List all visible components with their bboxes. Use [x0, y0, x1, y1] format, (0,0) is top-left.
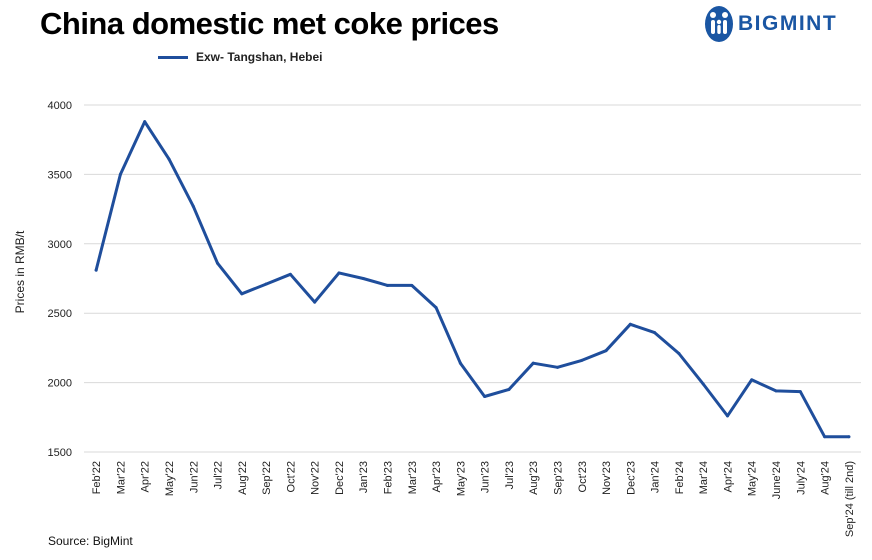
- data-point: [507, 388, 511, 392]
- x-tick-label: Jul'22: [213, 461, 225, 489]
- series-layer: [94, 120, 851, 439]
- data-point: [555, 365, 559, 369]
- data-point: [434, 306, 438, 310]
- chart-title: China domestic met coke prices: [40, 6, 499, 41]
- data-point: [677, 351, 681, 355]
- series-line: [94, 120, 851, 439]
- legend: Exw- Tangshan, Hebei: [158, 50, 322, 64]
- data-point: [288, 272, 292, 276]
- x-tick-label: July'24: [795, 461, 807, 495]
- data-point: [240, 292, 244, 296]
- data-point: [701, 382, 705, 386]
- data-point: [483, 394, 487, 398]
- data-point: [604, 349, 608, 353]
- data-point: [191, 204, 195, 208]
- y-axis-label: Prices in RMB/t: [13, 230, 27, 313]
- x-tick-label: Jun'22: [188, 461, 200, 493]
- data-point: [143, 120, 147, 124]
- legend-swatch: [158, 55, 188, 59]
- brand-name: BIGMINT: [738, 12, 838, 35]
- data-point: [580, 358, 584, 362]
- x-tick-label: Oct'23: [577, 461, 589, 492]
- data-point: [118, 172, 122, 176]
- legend-label: Exw- Tangshan, Hebei: [196, 50, 323, 64]
- x-tick-label: Apr'23: [431, 461, 443, 492]
- x-axis-ticks: Feb'22 Mar'22 Apr'22 May'22 Jun'22 Jul'22 Aug'…: [91, 461, 856, 537]
- data-point: [847, 435, 851, 439]
- source-note: Source: BigMint: [48, 534, 133, 548]
- x-tick-label: Feb'24: [674, 461, 686, 494]
- y-tick-label: 4000: [48, 100, 72, 112]
- data-point: [725, 414, 729, 418]
- x-tick-label: Dec'22: [334, 461, 346, 495]
- data-point: [264, 282, 268, 286]
- gridlines: [84, 104, 861, 453]
- y-tick-label: 2000: [48, 378, 72, 390]
- data-point: [216, 261, 220, 265]
- y-tick-label: 2500: [48, 308, 72, 320]
- data-point: [774, 389, 778, 393]
- data-point: [410, 283, 414, 287]
- x-tick-label: Nov'22: [310, 461, 322, 495]
- x-tick-label: Feb'23: [383, 461, 395, 494]
- x-tick-label: Aug'23: [528, 461, 540, 495]
- data-point: [361, 277, 365, 280]
- x-tick-label: May'23: [455, 461, 467, 496]
- brand-logo: BIGMINT: [704, 2, 837, 46]
- data-point: [167, 157, 171, 161]
- x-tick-label: June'24: [771, 461, 783, 499]
- y-tick-label: 3500: [48, 169, 72, 181]
- y-axis-ticks: 1500 2000 2500 3000 3500 4000: [48, 100, 72, 459]
- data-point: [313, 300, 317, 304]
- x-tick-label: Mar'23: [407, 461, 419, 494]
- x-tick-label: Apr'24: [722, 461, 734, 492]
- y-tick-label: 3000: [48, 239, 72, 251]
- x-tick-label: Dec'23: [625, 461, 637, 495]
- x-tick-label: Mar'22: [115, 461, 127, 494]
- x-tick-label: Feb'22: [91, 461, 103, 494]
- data-point: [458, 361, 462, 365]
- x-tick-label: Jan'23: [358, 461, 370, 493]
- bigmint-logo-icon: [705, 6, 733, 42]
- x-tick-label: Sep'24 (till 2nd): [844, 461, 856, 537]
- x-tick-label: Apr'22: [140, 461, 152, 492]
- data-point: [798, 390, 802, 394]
- x-tick-label: Jan'24: [650, 461, 662, 493]
- data-point: [337, 271, 341, 275]
- data-point: [94, 268, 98, 272]
- x-tick-label: Oct'22: [285, 461, 297, 492]
- x-tick-label: Aug'22: [237, 461, 249, 495]
- x-tick-label: May'24: [747, 461, 759, 496]
- y-tick-label: 1500: [48, 447, 72, 459]
- x-tick-label: Nov'23: [601, 461, 613, 495]
- x-tick-label: Jul'23: [504, 461, 516, 489]
- data-point: [386, 283, 390, 287]
- x-tick-label: May'22: [164, 461, 176, 496]
- data-point: [628, 322, 632, 326]
- x-tick-label: Sep'22: [261, 461, 273, 495]
- data-point: [531, 361, 535, 365]
- x-tick-label: Jun'23: [480, 461, 492, 493]
- data-point: [823, 435, 827, 439]
- x-tick-label: Mar'24: [698, 461, 710, 494]
- x-tick-label: Sep'23: [552, 461, 564, 495]
- data-point: [653, 331, 657, 335]
- data-point: [750, 378, 754, 382]
- x-tick-label: Aug'24: [820, 461, 832, 495]
